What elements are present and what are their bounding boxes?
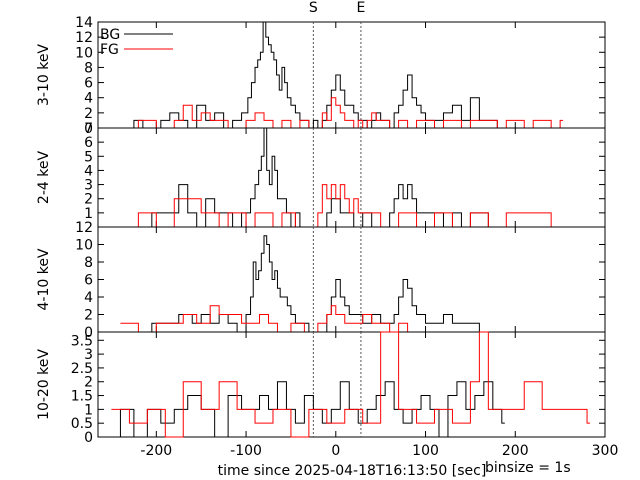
y-tick-label: 0 — [84, 121, 93, 137]
y-tick-label: 8 — [84, 255, 93, 271]
y-tick-label: 1 — [84, 206, 93, 222]
y-tick-label: 10 — [75, 45, 93, 61]
y-tick-label: 3 — [84, 347, 93, 363]
panel-4-10keV: 02 46 810 12 4-10 keV — [36, 220, 606, 341]
y-tick-label: 6 — [84, 76, 93, 92]
y-axis-label: 10-20 keV — [36, 349, 52, 420]
y-tick-label: 4 — [84, 290, 93, 306]
y-tick-label: 3.5 — [71, 333, 93, 349]
y-tick-label: 0 — [84, 325, 93, 341]
panel-frame — [97, 331, 606, 438]
legend: BG FG — [100, 27, 173, 58]
legend-fg-label: FG — [100, 42, 119, 58]
y-tick-label: 12 — [75, 220, 93, 236]
y-tick-label: 7 — [84, 121, 93, 137]
y-axis-label: 3-10 keV — [36, 44, 52, 106]
series-line-FG — [111, 331, 591, 438]
y-tick-label: 6 — [84, 135, 93, 151]
y-tick-label: 2 — [84, 308, 93, 324]
series-line-FG — [120, 305, 420, 333]
x-tick-labels: -200 -100 0 100 200 300 — [140, 443, 618, 459]
x-tick-label: -100 — [230, 443, 262, 459]
y-tick-label: 1 — [84, 402, 93, 418]
y-tick-label: 3 — [84, 178, 93, 194]
series-line-FG — [120, 184, 555, 228]
y-tick-label: 4 — [84, 91, 93, 107]
y-tick-label: 8 — [84, 60, 93, 76]
y-tick-label: 12 — [75, 30, 93, 46]
y-axis-label: 2-4 keV — [36, 151, 52, 205]
end-marker-label: E — [356, 0, 365, 16]
series-line-FG — [124, 97, 564, 129]
start-marker-label: S — [309, 0, 318, 16]
x-tick-label: 0 — [331, 443, 340, 459]
panel-10-20keV: 00.511.522.533.5 10-20 keV — [36, 331, 606, 446]
x-tick-label: 200 — [502, 443, 529, 459]
y-tick-label: 0 — [84, 430, 93, 446]
y-axis-label: 4-10 keV — [36, 248, 52, 310]
binsize-label: binsize = 1s — [485, 460, 571, 476]
y-tick-label: 5 — [84, 149, 93, 165]
x-tick-label: -200 — [140, 443, 172, 459]
legend-bg-label: BG — [100, 27, 120, 43]
y-tick-label: 1.5 — [71, 389, 93, 405]
x-tick-label: 100 — [412, 443, 439, 459]
y-tick-label: 14 — [75, 15, 93, 31]
x-tick-label: 300 — [592, 443, 619, 459]
y-tick-label: 6 — [84, 273, 93, 289]
y-tick-label: 10 — [75, 238, 93, 254]
y-tick-label: 2.5 — [71, 361, 93, 377]
y-tick-label: 2 — [84, 106, 93, 122]
x-axis-label: time since 2025-04-18T16:13:50 [sec] — [218, 463, 487, 479]
y-tick-label: 0.5 — [71, 416, 93, 432]
y-tick-label: 2 — [84, 375, 93, 391]
series-line-BG — [124, 235, 501, 333]
y-tick-label: 4 — [84, 163, 93, 179]
y-tick-label: 2 — [84, 192, 93, 208]
